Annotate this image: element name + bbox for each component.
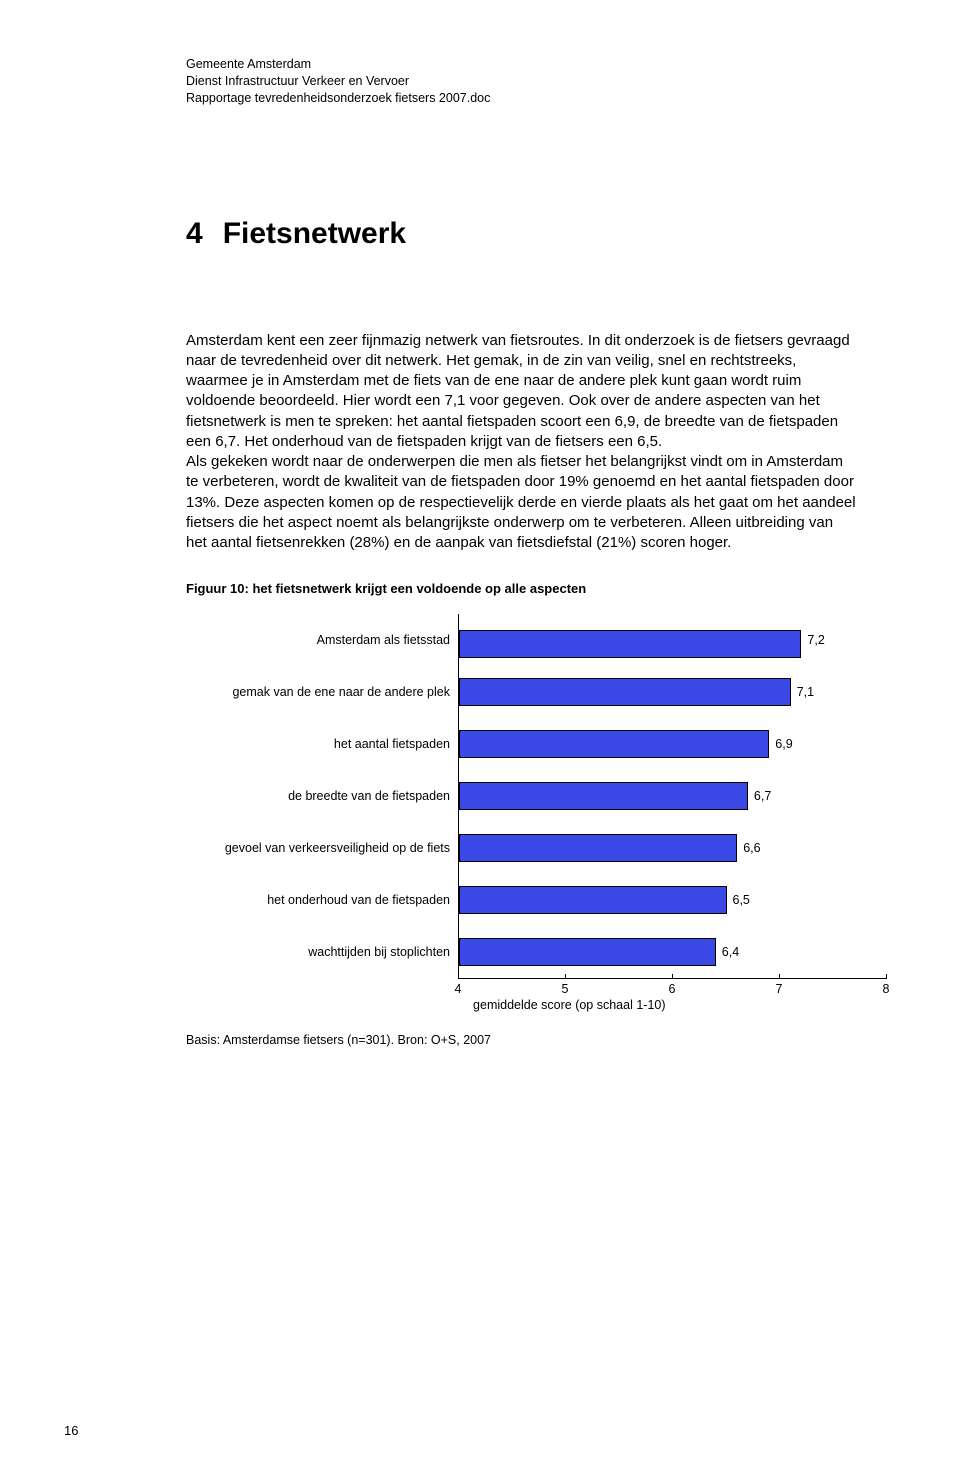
chart-row: gemak van de ene naar de andere plek 7,1 (186, 666, 886, 718)
header-line-1: Gemeente Amsterdam (186, 56, 960, 73)
chart-category-label: Amsterdam als fietsstad (186, 614, 458, 666)
chart-value-label: 6,9 (775, 737, 792, 751)
chart-category-label: gevoel van verkeersveiligheid op de fiet… (186, 822, 458, 874)
chart-plot-cell: 6,6 (458, 822, 886, 874)
axis-tick-label: 7 (776, 982, 783, 996)
chart-row: het onderhoud van de fietspaden 6,5 (186, 874, 886, 926)
chart-category-label: wachttijden bij stoplichten (186, 926, 458, 978)
axis-spacer (186, 978, 458, 979)
chart-bar (459, 886, 727, 914)
axis-tick (565, 974, 566, 979)
chart-category-label: gemak van de ene naar de andere plek (186, 666, 458, 718)
body-paragraph: Amsterdam kent een zeer fijnmazig netwer… (186, 331, 858, 554)
chart-plot-cell: 6,7 (458, 770, 886, 822)
chart-row: de breedte van de fietspaden 6,7 (186, 770, 886, 822)
chart-plot-cell: 6,4 (458, 926, 886, 978)
chart-row: wachttijden bij stoplichten 6,4 (186, 926, 886, 978)
chart-value-label: 7,1 (797, 685, 814, 699)
page-number: 16 (64, 1423, 78, 1438)
axis-tick-label: 5 (562, 982, 569, 996)
axis-tick (779, 974, 780, 979)
chart-bar (459, 938, 716, 966)
axis-tick-label: 4 (455, 982, 462, 996)
chart-bar (459, 678, 791, 706)
header-line-2: Dienst Infrastructuur Verkeer en Vervoer (186, 73, 960, 90)
figure-caption: Figuur 10: het fietsnetwerk krijgt een v… (186, 581, 960, 596)
chart-bar (459, 834, 737, 862)
section-number: 4 (186, 217, 203, 251)
axis-plot: 45678gemiddelde score (op schaal 1-10) (458, 978, 886, 979)
chart-value-label: 7,2 (807, 633, 824, 647)
chart-value-label: 6,7 (754, 789, 771, 803)
chart-bar (459, 730, 769, 758)
axis-title: gemiddelde score (op schaal 1-10) (355, 998, 783, 1012)
axis-tick (886, 974, 887, 979)
chart-bar (459, 630, 801, 658)
axis-tick-label: 6 (669, 982, 676, 996)
chart-category-label: de breedte van de fietspaden (186, 770, 458, 822)
chart-plot-cell: 7,2 (458, 614, 886, 666)
header-line-3: Rapportage tevredenheidsonderzoek fietse… (186, 90, 960, 107)
section-title: Fietsnetwerk (223, 217, 406, 250)
chart-x-axis: 45678gemiddelde score (op schaal 1-10) (186, 978, 886, 979)
figure-basis: Basis: Amsterdamse fietsers (n=301). Bro… (186, 1033, 960, 1047)
axis-tick (458, 974, 459, 979)
chart-value-label: 6,5 (733, 893, 750, 907)
chart-value-label: 6,4 (722, 945, 739, 959)
bar-chart: Amsterdam als fietsstad 7,2 gemak van de e… (186, 614, 886, 978)
section-heading: 4 Fietsnetwerk (186, 217, 960, 251)
chart-row: gevoel van verkeersveiligheid op de fiet… (186, 822, 886, 874)
chart-category-label: het onderhoud van de fietspaden (186, 874, 458, 926)
axis-tick-label: 8 (883, 982, 890, 996)
chart-plot-cell: 6,9 (458, 718, 886, 770)
chart-plot-cell: 6,5 (458, 874, 886, 926)
axis-tick (672, 974, 673, 979)
chart-plot-cell: 7,1 (458, 666, 886, 718)
chart-category-label: het aantal fietspaden (186, 718, 458, 770)
chart-value-label: 6,6 (743, 841, 760, 855)
document-page: Gemeente Amsterdam Dienst Infrastructuur… (0, 0, 960, 1478)
chart-bar (459, 782, 748, 810)
page-header: Gemeente Amsterdam Dienst Infrastructuur… (186, 56, 960, 107)
chart-row: het aantal fietspaden 6,9 (186, 718, 886, 770)
chart-row: Amsterdam als fietsstad 7,2 (186, 614, 886, 666)
